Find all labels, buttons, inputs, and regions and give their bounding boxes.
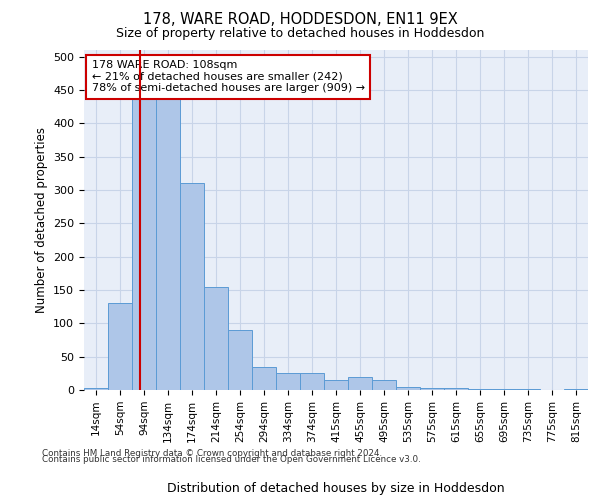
Bar (204, 286, 228, 390)
Bar (372, 380, 396, 390)
Bar (252, 366, 276, 390)
Bar (444, 388, 468, 390)
Bar (228, 330, 252, 390)
Bar (420, 388, 444, 390)
Text: 178, WARE ROAD, HODDESDON, EN11 9EX: 178, WARE ROAD, HODDESDON, EN11 9EX (143, 12, 457, 28)
Bar (324, 380, 348, 390)
Text: Contains public sector information licensed under the Open Government Licence v3: Contains public sector information licen… (42, 455, 421, 464)
Bar (156, 86, 180, 390)
Bar (300, 374, 324, 390)
Text: Contains HM Land Registry data © Crown copyright and database right 2024.: Contains HM Land Registry data © Crown c… (42, 448, 382, 458)
Bar (108, 304, 132, 390)
Text: Size of property relative to detached houses in Hoddesdon: Size of property relative to detached ho… (116, 28, 484, 40)
Bar (132, 86, 156, 390)
Bar (396, 386, 420, 390)
Y-axis label: Number of detached properties: Number of detached properties (35, 127, 47, 313)
Bar (276, 374, 300, 390)
Text: 178 WARE ROAD: 108sqm
← 21% of detached houses are smaller (242)
78% of semi-det: 178 WARE ROAD: 108sqm ← 21% of detached … (92, 60, 365, 94)
Bar (180, 184, 204, 390)
Bar (348, 376, 372, 390)
Bar (84, 388, 108, 390)
Text: Distribution of detached houses by size in Hoddesdon: Distribution of detached houses by size … (167, 482, 505, 495)
